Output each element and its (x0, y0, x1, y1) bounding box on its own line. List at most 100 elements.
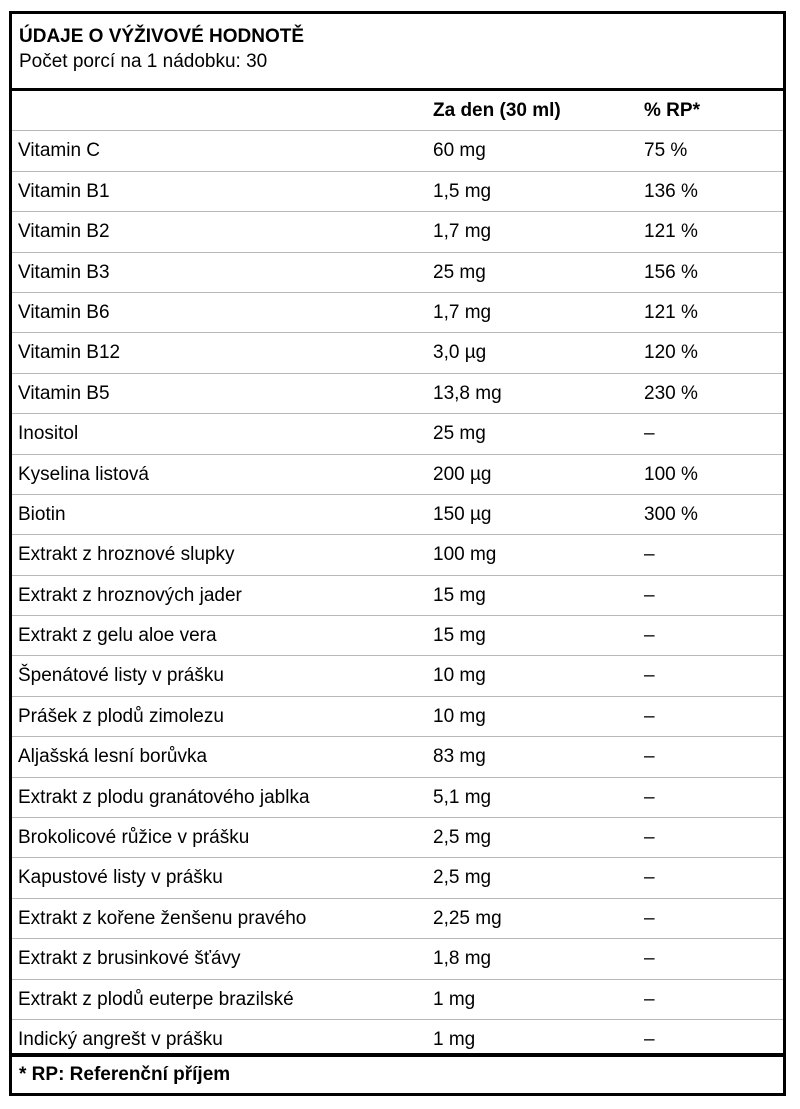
amount-per-day: 5,1 mg (433, 786, 492, 808)
rp-percent: 230 % (644, 382, 698, 404)
amount-per-day: 1,8 mg (433, 948, 492, 970)
nutrient-name: Kyselina listová (18, 463, 149, 485)
rp-percent: 120 % (644, 342, 698, 364)
table-row: Aljašská lesní borůvka 83 mg – (12, 737, 783, 778)
amount-per-day: 1,7 mg (433, 301, 492, 323)
amount-per-day: 3,0 µg (433, 342, 487, 364)
table-row: Biotin 150 µg 300 % (12, 495, 783, 536)
amount-per-day: 1 mg (433, 1028, 476, 1050)
nutrient-name: Prášek z plodů zimolezu (18, 705, 224, 727)
table-row: Vitamin B1 1,5 mg 136 % (12, 172, 783, 213)
table-row: Extrakt z plodů euterpe brazilské 1 mg – (12, 980, 783, 1020)
amount-per-day: 10 mg (433, 665, 486, 687)
nutrient-name: Extrakt z hroznové slupky (18, 544, 235, 566)
nutrient-name: Vitamin C (18, 140, 101, 162)
rp-percent: – (644, 584, 655, 606)
table-row: Vitamin B2 1,7 mg 121 % (12, 212, 783, 253)
rp-percent: – (644, 746, 655, 768)
nutrient-name: Inositol (18, 423, 79, 445)
table-row: Indický angrešt v prášku 1 mg – (12, 1020, 783, 1060)
amount-per-day: 2,5 mg (433, 867, 492, 889)
nutrient-name: Extrakt z hroznových jader (18, 584, 242, 606)
nutrient-name: Extrakt z gelu aloe vera (18, 625, 217, 647)
amount-per-day: 100 mg (433, 544, 497, 566)
table-row: Vitamin B3 25 mg 156 % (12, 253, 783, 293)
nutrient-name: Vitamin B2 (18, 221, 110, 243)
servings-per-container: Počet porcí na 1 nádobku: 30 (19, 51, 268, 72)
amount-per-day: 15 mg (433, 625, 486, 647)
amount-per-day: 2,5 mg (433, 827, 492, 849)
table-row: Vitamin B12 3,0 µg 120 % (12, 333, 783, 374)
footnote: * RP: Referenční příjem (12, 1053, 783, 1093)
table-row: Kapustové listy v prášku 2,5 mg – (12, 858, 783, 899)
rp-percent: 121 % (644, 301, 698, 323)
nutrient-name: Vitamin B12 (18, 342, 121, 364)
table-row: Extrakt z plodu granátového jablka 5,1 mg… (12, 778, 783, 819)
nutrient-name: Extrakt z plodů euterpe brazilské (18, 988, 294, 1010)
amount-per-day: 15 mg (433, 584, 486, 606)
table-row: Extrakt z hroznové slupky 100 mg – (12, 535, 783, 576)
rp-percent: – (644, 1028, 655, 1050)
amount-per-day: 2,25 mg (433, 907, 502, 929)
rp-percent: 100 % (644, 463, 698, 485)
column-header-rp: % RP* (644, 100, 700, 121)
nutrient-name: Extrakt z brusinkové šťávy (18, 948, 241, 970)
nutrition-header: ÚDAJE O VÝŽIVOVÉ HODNOTĚ Počet porcí na … (12, 14, 783, 91)
amount-per-day: 1,7 mg (433, 221, 492, 243)
column-header-per-day: Za den (30 ml) (433, 100, 561, 121)
nutrition-table: Za den (30 ml) % RP* Vitamin C 60 mg 75 % V… (12, 91, 783, 1060)
rp-percent: 300 % (644, 503, 698, 525)
footnote-text: * RP: Referenční příjem (19, 1064, 231, 1085)
rp-percent: – (644, 867, 655, 889)
rp-percent: – (644, 625, 655, 647)
nutrient-name: Vitamin B6 (18, 301, 110, 323)
table-row: Špenátové listy v prášku 10 mg – (12, 656, 783, 697)
nutrient-name: Špenátové listy v prášku (18, 665, 224, 687)
rp-percent: 156 % (644, 261, 698, 283)
table-row: Kyselina listová 200 µg 100 % (12, 455, 783, 495)
rp-percent: – (644, 705, 655, 727)
rp-percent: – (644, 544, 655, 566)
table-row: Brokolicové růžice v prášku 2,5 mg – (12, 818, 783, 859)
table-row: Inositol 25 mg – (12, 414, 783, 455)
panel-title: ÚDAJE O VÝŽIVOVÉ HODNOTĚ (19, 26, 305, 47)
table-row: Extrakt z brusinkové šťávy 1,8 mg – (12, 939, 783, 980)
nutrient-name: Kapustové listy v prášku (18, 867, 223, 889)
rp-percent: 121 % (644, 221, 698, 243)
rp-percent: – (644, 988, 655, 1010)
table-header-row: Za den (30 ml) % RP* (12, 91, 783, 132)
amount-per-day: 83 mg (433, 746, 486, 768)
nutrient-name: Indický angrešt v prášku (18, 1028, 223, 1050)
rp-percent: 75 % (644, 140, 688, 162)
amount-per-day: 10 mg (433, 705, 486, 727)
rp-percent: – (644, 948, 655, 970)
nutrition-facts-panel: ÚDAJE O VÝŽIVOVÉ HODNOTĚ Počet porcí na … (9, 11, 786, 1096)
nutrient-name: Aljašská lesní borůvka (18, 746, 208, 768)
amount-per-day: 1 mg (433, 988, 476, 1010)
nutrient-name: Vitamin B5 (18, 382, 110, 404)
nutrient-name: Biotin (18, 503, 66, 525)
rp-percent: 136 % (644, 180, 698, 202)
nutrient-name: Vitamin B3 (18, 261, 110, 283)
nutrient-name: Vitamin B1 (18, 180, 110, 202)
rp-percent: – (644, 665, 655, 687)
amount-per-day: 1,5 mg (433, 180, 492, 202)
amount-per-day: 25 mg (433, 261, 486, 283)
table-row: Prášek z plodů zimolezu 10 mg – (12, 697, 783, 738)
table-row: Extrakt z gelu aloe vera 15 mg – (12, 616, 783, 657)
table-row: Extrakt z kořene ženšenu pravého 2,25 mg – (12, 899, 783, 940)
table-row: Vitamin B6 1,7 mg 121 % (12, 293, 783, 334)
amount-per-day: 25 mg (433, 423, 486, 445)
nutrient-name: Extrakt z plodu granátového jablka (18, 786, 310, 808)
table-row: Extrakt z hroznových jader 15 mg – (12, 576, 783, 617)
amount-per-day: 13,8 mg (433, 382, 502, 404)
table-row: Vitamin C 60 mg 75 % (12, 131, 783, 172)
amount-per-day: 200 µg (433, 463, 492, 485)
nutrient-name: Brokolicové růžice v prášku (18, 827, 250, 849)
rp-percent: – (644, 423, 655, 445)
amount-per-day: 60 mg (433, 140, 486, 162)
rp-percent: – (644, 827, 655, 849)
rp-percent: – (644, 786, 655, 808)
amount-per-day: 150 µg (433, 503, 492, 525)
table-row: Vitamin B5 13,8 mg 230 % (12, 374, 783, 415)
